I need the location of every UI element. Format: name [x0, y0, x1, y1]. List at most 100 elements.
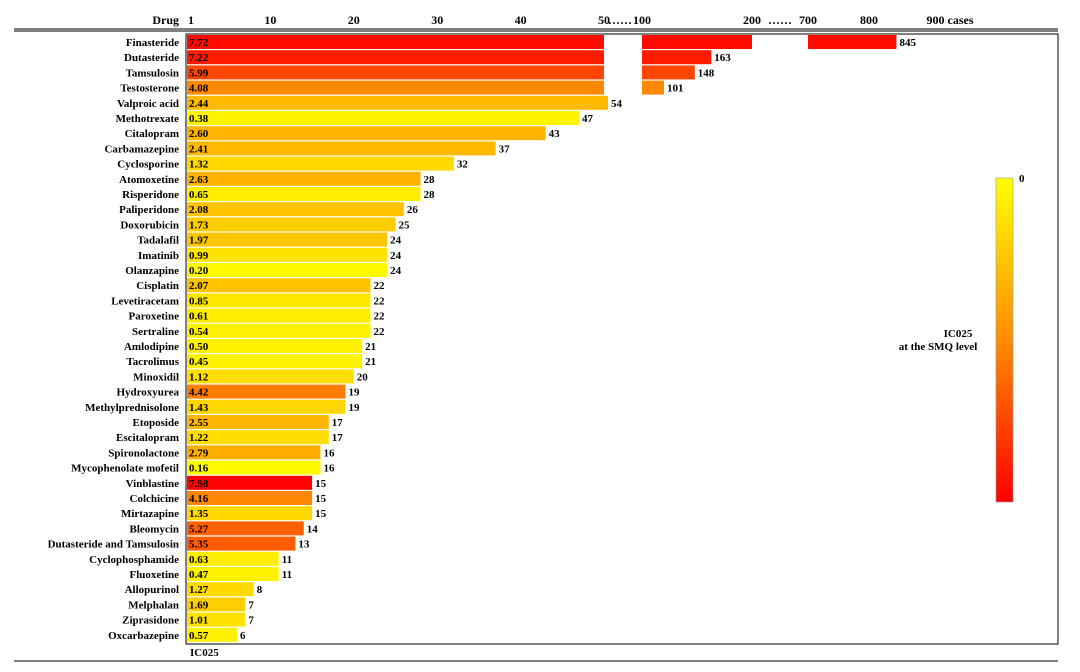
ic025-value-label: 0.38 [189, 113, 209, 125]
case-count-label: 11 [282, 569, 292, 581]
case-bar [187, 232, 388, 247]
case-count-label: 43 [549, 128, 561, 140]
case-count-label: 24 [390, 250, 402, 262]
ic-footer-label: IC025 [190, 647, 219, 659]
case-bar [187, 551, 279, 566]
ic025-value-label: 1.73 [189, 219, 209, 231]
case-bar [187, 263, 388, 277]
header-tick-50: 50 [598, 13, 610, 27]
drug-name-label: Oxcarbazepine [108, 630, 179, 642]
ic025-value-label: 2.55 [189, 417, 209, 429]
ic025-value-label: 0.63 [189, 554, 209, 566]
ic025-value-label: 2.79 [189, 447, 209, 459]
ic025-value-label: 2.60 [189, 128, 209, 140]
ic025-value-label: 1.22 [189, 432, 209, 444]
case-count-label: 20 [357, 371, 369, 383]
case-bar [187, 612, 246, 627]
case-bar [187, 308, 371, 323]
drug-row: Olanzapine 0.20 24 [125, 263, 402, 277]
drug-name-label: Tamsulosin [126, 67, 179, 79]
case-bar [187, 50, 604, 65]
drug-row: Ziprasidone 1.01 7 [122, 612, 254, 627]
ic025-value-label: 0.99 [189, 250, 209, 262]
case-count-label: 19 [348, 402, 360, 414]
case-bar [187, 126, 546, 141]
case-count-label: 25 [399, 219, 411, 231]
case-bar [187, 217, 396, 232]
drug-name-label: Tacrolimus [126, 356, 179, 368]
drug-name-label: Melphalan [128, 599, 179, 611]
ic025-value-label: 0.50 [189, 341, 209, 353]
drug-row: Cisplatin 2.07 22 [136, 278, 385, 293]
case-bar [187, 627, 238, 642]
drug-name-label: Ziprasidone [122, 615, 179, 627]
drug-name-label: Cisplatin [136, 280, 179, 292]
drug-row: Etoposide 2.55 17 [133, 415, 343, 429]
ic025-value-label: 7.22 [189, 52, 209, 64]
case-count-label: 845 [899, 37, 916, 49]
case-bar [187, 567, 279, 581]
drug-name-label: Dutasteride and Tamsulosin [48, 539, 179, 551]
ic025-value-label: 0.16 [189, 463, 209, 475]
header-tick-20: 20 [348, 13, 360, 27]
drug-row: Minoxidil 1.12 20 [133, 369, 369, 384]
ic025-value-label: 2.63 [189, 174, 209, 186]
case-count-label: 7 [248, 615, 254, 627]
case-count-label: 15 [315, 493, 327, 505]
ic025-value-label: 1.97 [189, 235, 209, 247]
case-count-label: 32 [457, 159, 469, 171]
case-count-label: 22 [373, 280, 385, 292]
drug-row: Fluoxetine 0.47 11 [130, 567, 292, 581]
drug-row: Atomoxetine 2.63 28 [119, 171, 435, 186]
case-bar [187, 430, 329, 445]
case-count-label: 24 [390, 265, 402, 277]
case-bar [187, 399, 346, 414]
ic025-value-label: 0.65 [189, 189, 209, 201]
drug-name-label: Levetiracetam [111, 295, 179, 307]
drug-name-label: Fluoxetine [130, 569, 180, 581]
case-bar-segment [808, 35, 897, 49]
case-count-label: 101 [667, 83, 684, 95]
ic025-value-label: 2.08 [189, 204, 209, 216]
drug-name-label: Dutasteride [124, 52, 179, 64]
ic025-value-label: 0.54 [189, 326, 209, 338]
drug-name-label: Colchicine [130, 493, 180, 505]
case-bar [187, 445, 321, 460]
ic025-value-label: 2.41 [189, 143, 208, 155]
case-count-label: 163 [714, 52, 731, 64]
drug-row: Paroxetine 0.61 22 [128, 308, 385, 323]
ic025-value-label: 5.35 [189, 539, 209, 551]
drug-name-label: Paroxetine [128, 311, 179, 323]
header-tick-100: 100 [633, 13, 651, 27]
drug-row: Mycophenolate mofetil 0.16 16 [71, 460, 335, 475]
drug-name-label: Methotrexate [116, 113, 179, 125]
drug-row: Amlodipine 0.50 21 [124, 339, 376, 353]
case-count-label: 6 [240, 630, 246, 642]
case-bar-segment [642, 50, 712, 65]
colorbar-top-label: 0 [1019, 173, 1025, 185]
drug-row: Paliperidone 2.08 26 [119, 202, 418, 217]
drug-name-label: Valproic acid [117, 98, 179, 110]
ic025-value-label: 1.35 [189, 508, 209, 520]
drug-row: Cyclosporine 1.32 32 [117, 156, 469, 171]
case-bar [187, 95, 608, 110]
case-count-label: 11 [282, 554, 292, 566]
drug-row: Finasteride 7.72 845 [126, 35, 916, 49]
ic025-value-label: 1.69 [189, 599, 209, 611]
header-break-ellipsis: …… [768, 13, 792, 27]
drug-row: Melphalan 1.69 7 [128, 597, 254, 612]
drug-name-label: Mirtazapine [121, 508, 179, 520]
header-tick-800: 800 [860, 13, 878, 27]
case-count-label: 24 [390, 235, 402, 247]
drug-name-label: Citalopram [125, 128, 179, 140]
ic025-value-label: 7.98 [189, 478, 209, 490]
case-count-label: 37 [499, 143, 511, 155]
drug-name-label: Cyclophosphamide [89, 554, 179, 566]
drug-row: Mirtazapine 1.35 15 [121, 506, 327, 521]
drug-name-label: Cyclosporine [117, 159, 179, 171]
case-bar [187, 491, 313, 505]
ic025-value-label: 0.20 [189, 265, 209, 277]
header-tick-40: 40 [515, 13, 527, 27]
case-bar [187, 339, 363, 353]
